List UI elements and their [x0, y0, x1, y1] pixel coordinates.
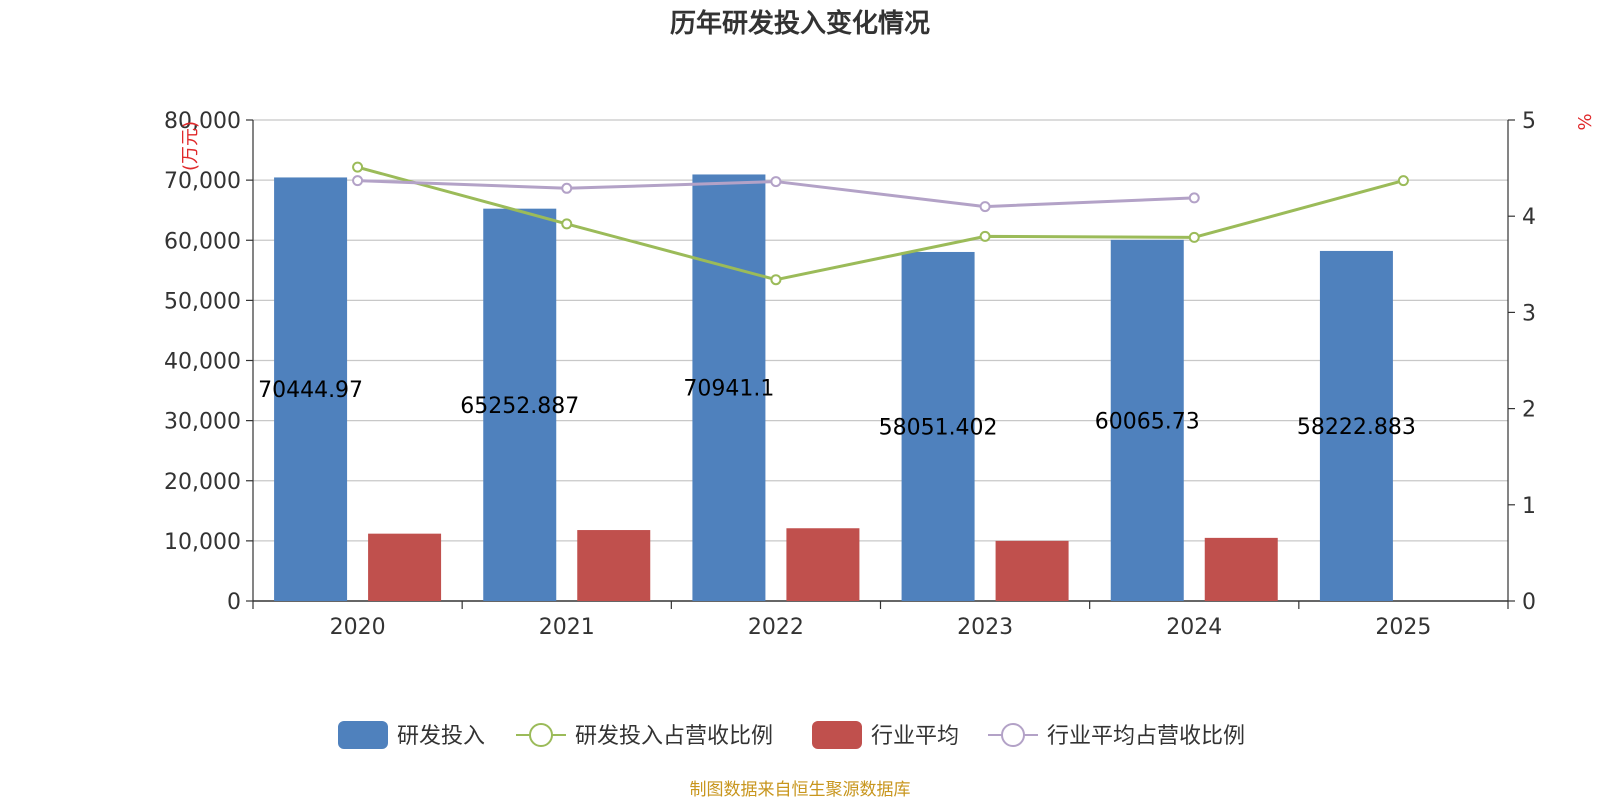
bar-industry-average	[1204, 537, 1278, 601]
left-axis-unit: (万元)	[180, 121, 201, 171]
point-rd-ratio	[352, 161, 364, 173]
legend-marker	[1001, 723, 1025, 747]
x-tick-label: 2020	[330, 615, 386, 640]
point-industry-ratio	[770, 176, 782, 188]
source-note: 制图数据来自恒生聚源数据库	[690, 780, 911, 800]
left-tick-label: 20,000	[164, 470, 241, 495]
legend-bar-swatch	[338, 721, 388, 749]
bar-value-label: 70444.97	[258, 378, 363, 403]
right-tick-label: 1	[1522, 494, 1536, 519]
bar-value-label: 70941.1	[683, 377, 774, 402]
left-tick-label: 40,000	[164, 350, 241, 375]
bar-industry-average	[786, 528, 860, 601]
legend-label: 行业平均	[871, 724, 959, 749]
line-rd-ratio	[357, 165, 1404, 282]
point-rd-ratio	[979, 230, 991, 242]
left-tick-label: 0	[227, 590, 241, 615]
legend-label: 研发投入占营收比例	[575, 724, 773, 749]
bar-rd-investment	[274, 177, 348, 601]
left-tick-label: 30,000	[164, 410, 241, 435]
point-industry-ratio	[352, 175, 364, 187]
legend-label: 行业平均占营收比例	[1047, 724, 1245, 749]
right-tick-label: 2	[1522, 398, 1536, 423]
point-rd-ratio	[1188, 231, 1200, 243]
chart-title: 历年研发投入变化情况	[670, 8, 930, 39]
left-tick-label: 10,000	[164, 530, 241, 555]
point-industry-ratio	[561, 182, 573, 194]
legend: 研发投入 研发投入占营收比例 行业平均 行业平均占营收比例	[338, 721, 1245, 749]
bar-rd-investment	[1319, 250, 1393, 601]
bar-value-label: 58222.883	[1297, 415, 1416, 440]
right-tick-label: 0	[1522, 590, 1536, 615]
left-tick-label: 50,000	[164, 289, 241, 314]
right-tick-label: 3	[1522, 301, 1536, 326]
point-rd-ratio	[770, 274, 782, 286]
right-tick-label: 5	[1522, 109, 1536, 134]
lines	[352, 161, 1409, 286]
bar-value-label: 58051.402	[879, 415, 998, 440]
data-labels: 70444.97 65252.887 70941.1 58051.402 60065.7…	[258, 377, 1416, 441]
x-tick-label: 2023	[957, 615, 1013, 640]
gridlines	[253, 119, 1508, 542]
x-tick-label: 2022	[748, 615, 804, 640]
bar-value-label: 60065.73	[1095, 409, 1200, 434]
bar-industry-average	[577, 530, 651, 601]
bar-rd-investment	[901, 251, 975, 601]
bar-rd-investment	[1110, 239, 1184, 601]
right-axis-unit: %	[1575, 113, 1596, 130]
right-tick-label: 4	[1522, 205, 1536, 230]
legend-bar-swatch	[812, 721, 862, 749]
legend-marker	[529, 723, 553, 747]
legend-label: 研发投入	[397, 724, 485, 749]
bars	[274, 174, 1393, 602]
bar-rd-investment	[692, 174, 766, 602]
x-tick-label: 2021	[539, 615, 595, 640]
x-tick-label: 2025	[1375, 615, 1431, 640]
point-rd-ratio	[1397, 175, 1409, 187]
x-tick-label: 2024	[1166, 615, 1222, 640]
bar-industry-average	[368, 533, 442, 601]
axes: 0 10,000 20,000 30,000 40,000 50,000 60,000 70,…	[164, 109, 1596, 640]
point-industry-ratio	[1188, 192, 1200, 204]
left-tick-label: 60,000	[164, 229, 241, 254]
bar-value-label: 65252.887	[460, 394, 579, 419]
point-rd-ratio	[561, 218, 573, 230]
left-tick-label: 80,000	[164, 109, 241, 134]
bar-rd-investment	[483, 208, 557, 601]
bar-industry-average	[995, 540, 1069, 601]
left-tick-label: 70,000	[164, 169, 241, 194]
point-industry-ratio	[979, 201, 991, 213]
